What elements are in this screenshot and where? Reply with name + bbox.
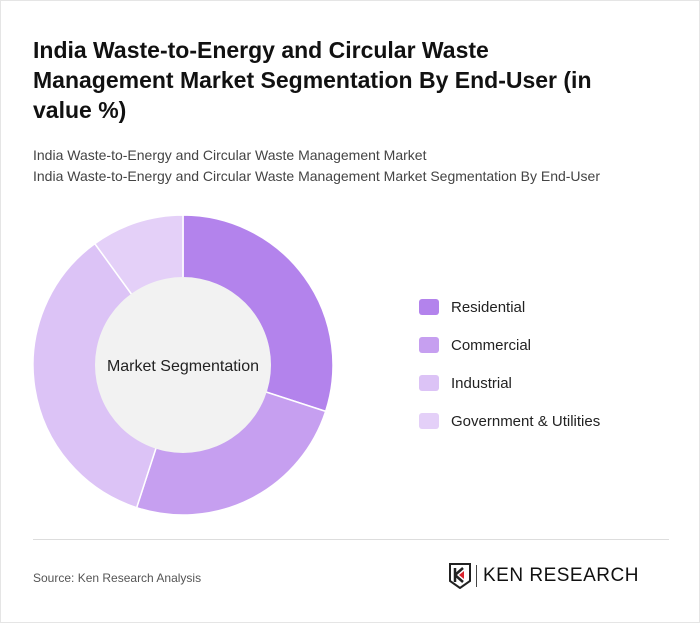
legend-item-government: Government & Utilities (419, 411, 600, 431)
legend-item-industrial: Industrial (419, 373, 600, 393)
legend-label: Commercial (451, 336, 532, 354)
subtitle-2: India Waste-to-Energy and Circular Waste… (33, 168, 600, 184)
legend-item-commercial: Commercial (419, 335, 600, 355)
chart-title: India Waste-to-Energy and Circular Waste… (33, 37, 592, 123)
legend-swatch (419, 375, 439, 391)
donut-chart: Market Segmentation (32, 214, 334, 516)
logo-divider (476, 565, 477, 587)
legend-swatch (419, 299, 439, 315)
legend-label: Industrial (451, 374, 512, 392)
legend-swatch (419, 337, 439, 353)
subtitle-1: India Waste-to-Energy and Circular Waste… (33, 147, 427, 163)
source-note: Source: Ken Research Analysis (33, 571, 202, 585)
ken-logo-icon (449, 563, 471, 589)
divider (33, 539, 669, 540)
donut-hole (95, 277, 271, 453)
legend: Residential Commercial Industrial Govern… (419, 297, 600, 449)
ken-research-logo: KEN RESEARCH (449, 563, 639, 589)
legend-label: Government & Utilities (451, 412, 601, 430)
legend-label: Residential (451, 298, 526, 316)
legend-swatch (419, 413, 439, 429)
legend-item-residential: Residential (419, 297, 600, 317)
center-label: Market Segmentation (107, 358, 259, 375)
logo-text: KEN RESEARCH (483, 565, 639, 586)
